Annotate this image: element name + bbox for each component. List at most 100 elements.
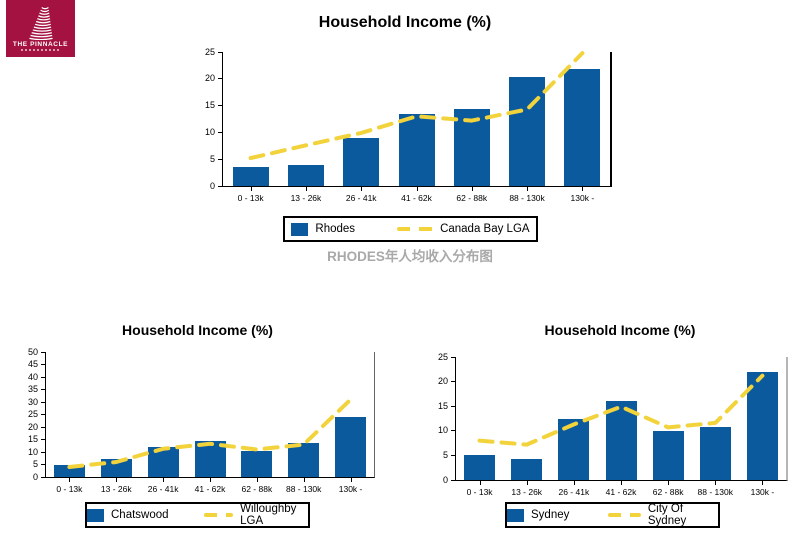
bar xyxy=(509,77,546,186)
trend-line xyxy=(67,397,353,469)
x-tick-mark xyxy=(621,480,622,485)
y-tick-label: 15 xyxy=(204,100,215,111)
x-tick-mark xyxy=(210,477,211,482)
bar xyxy=(511,458,543,480)
x-tick-label: 13 - 26k xyxy=(511,487,543,497)
legend-label-bar: Chatswood xyxy=(111,509,169,521)
bar xyxy=(287,165,324,186)
y-tick-label: 20 xyxy=(27,421,38,432)
legend-label-bar: Rhodes xyxy=(315,223,356,235)
y-tick-mark xyxy=(218,158,223,160)
y-tick-mark xyxy=(41,389,46,390)
logo-tagline-line xyxy=(20,49,61,51)
y-tick-label: 25 xyxy=(204,46,215,57)
trend-line xyxy=(477,373,765,447)
bar xyxy=(232,166,269,186)
legend-item-bar: Chatswood xyxy=(87,508,169,522)
bar xyxy=(147,447,179,477)
y-tick-label: 40 xyxy=(27,371,38,382)
bar xyxy=(398,114,435,186)
legend: Rhodes Canada Bay LGA xyxy=(283,216,538,242)
y-tick-mark xyxy=(218,185,223,187)
bar xyxy=(343,137,380,186)
bar xyxy=(564,68,601,186)
y-tick-label: 25 xyxy=(27,409,38,419)
y-tick-label: 15 xyxy=(27,434,38,444)
tower-icon xyxy=(28,6,53,40)
y-tick-mark xyxy=(218,105,223,107)
trend-line xyxy=(248,51,585,161)
plot-area: 0 5 10 15 20 25 30 35 40 45 50 0 - 13k 13 - 26k 26 - … xyxy=(28,347,375,494)
chart-title: Household Income (%) xyxy=(544,322,696,338)
x-tick-label: 62 - 88k xyxy=(652,487,684,497)
x-tick-label: 62 - 88k xyxy=(456,193,488,203)
y-tick-mark xyxy=(41,451,46,453)
x-tick-label: 41 - 62k xyxy=(194,484,226,494)
y-tick-mark xyxy=(451,430,456,432)
x-tick-mark xyxy=(361,186,363,191)
y-tick-mark xyxy=(41,364,46,365)
y-tick-label: 10 xyxy=(204,126,215,137)
x-tick-label: 13 - 26k xyxy=(100,484,132,494)
x-tick-label: 88 - 130k xyxy=(509,193,545,203)
y-tick-label: 5 xyxy=(442,449,448,460)
x-tick-mark xyxy=(69,477,71,482)
y-tick-mark xyxy=(41,351,46,353)
legend-item-line: City Of Sydney xyxy=(607,503,718,527)
x-tick-label: 0 - 13k xyxy=(466,487,493,497)
y-tick-label: 30 xyxy=(27,396,38,407)
x-tick-mark xyxy=(668,480,670,485)
x-tick-mark xyxy=(163,477,165,482)
y-tick-label: 45 xyxy=(27,359,38,369)
legend-item-bar: Rhodes xyxy=(291,222,356,236)
x-tick-mark xyxy=(350,477,352,482)
legend-item-line: Canada Bay LGA xyxy=(397,223,530,235)
chart-caption: RHODES年人均收入分布图 xyxy=(327,249,493,264)
y-tick-label: 50 xyxy=(27,346,38,357)
legend-label-line: City Of Sydney xyxy=(647,503,687,527)
x-tick-label: 88 - 130k xyxy=(285,484,322,494)
y-tick-mark xyxy=(41,414,46,415)
x-tick-mark xyxy=(116,477,118,482)
legend-label-bar: Sydney xyxy=(531,509,570,521)
legend-label-line: Willoughby LGA xyxy=(240,503,297,527)
legend: Chatswood Willoughby LGA xyxy=(85,502,310,528)
x-tick-label: 0 - 13k xyxy=(237,193,264,203)
y-tick-mark xyxy=(451,405,456,407)
y-tick-mark xyxy=(218,78,223,80)
dashed-line-swatch-icon xyxy=(203,513,234,517)
legend-label-line: Canada Bay LGA xyxy=(440,223,530,235)
x-tick-mark xyxy=(256,477,258,482)
legend-item-line: Willoughby LGA xyxy=(203,503,308,527)
y-tick-mark xyxy=(41,376,46,378)
plot-area: 0 5 10 15 20 25 0 - 13k 13 - 26k 26 - 41k 41 - 62… xyxy=(205,47,612,203)
bar xyxy=(699,426,731,480)
y-tick-mark xyxy=(41,464,46,465)
y-tick-label: 0 xyxy=(32,471,38,482)
legend-item-bar: Sydney xyxy=(507,508,570,522)
bar xyxy=(241,450,273,477)
bar xyxy=(100,458,132,477)
y-tick-mark xyxy=(451,381,456,383)
x-tick-label: 0 - 13k xyxy=(56,484,83,494)
y-tick-label: 10 xyxy=(437,425,448,436)
x-tick-label: 130k - xyxy=(570,193,595,203)
plot-area: 0 5 10 15 20 25 0 - 13k 13 - 26k 26 - 41k 41 - 62… xyxy=(438,352,788,497)
x-tick-label: 26 - 41k xyxy=(345,193,377,203)
x-tick-mark xyxy=(715,480,717,485)
x-tick-mark xyxy=(527,186,529,191)
y-tick-mark xyxy=(451,479,456,481)
y-tick-mark xyxy=(41,401,46,403)
chart-title: Household Income (%) xyxy=(122,322,273,338)
y-tick-label: 0 xyxy=(442,474,448,485)
bar xyxy=(464,455,496,480)
y-tick-mark xyxy=(41,426,46,428)
bar-swatch-icon xyxy=(87,508,104,522)
x-tick-label: 41 - 62k xyxy=(401,193,432,203)
y-tick-label: 25 xyxy=(437,351,448,362)
y-tick-label: 0 xyxy=(209,180,215,191)
x-tick-label: 26 - 41k xyxy=(147,484,179,494)
y-tick-label: 35 xyxy=(27,384,38,394)
pinnacle-logo: THE PINNACLE xyxy=(6,0,75,57)
